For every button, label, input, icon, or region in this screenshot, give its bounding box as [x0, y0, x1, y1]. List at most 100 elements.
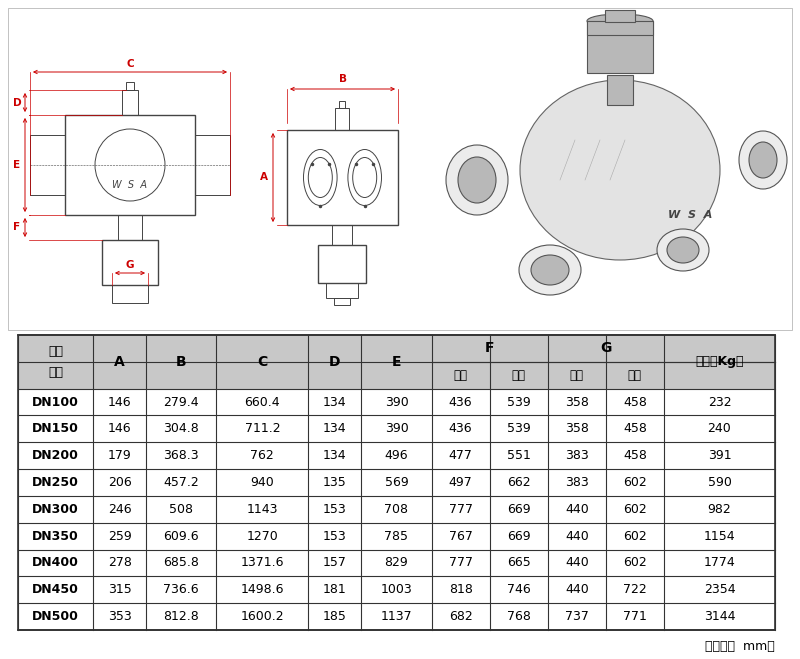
Ellipse shape: [458, 157, 496, 203]
Text: 440: 440: [565, 503, 589, 516]
Text: 232: 232: [708, 395, 731, 409]
Text: 767: 767: [449, 530, 473, 542]
Text: 383: 383: [565, 476, 589, 489]
Ellipse shape: [739, 131, 787, 189]
Text: 尺寸: 尺寸: [48, 366, 63, 379]
Text: 777: 777: [449, 503, 473, 516]
Ellipse shape: [657, 229, 709, 271]
Text: 1371.6: 1371.6: [241, 556, 284, 569]
Text: 179: 179: [108, 449, 131, 462]
Bar: [122, 90, 138, 115]
Text: B: B: [176, 355, 186, 369]
Text: 259: 259: [108, 530, 131, 542]
Text: 785: 785: [385, 530, 409, 542]
Text: 669: 669: [507, 530, 530, 542]
Text: 736.6: 736.6: [163, 583, 199, 596]
Text: 551: 551: [506, 449, 530, 462]
Text: （单位：  mm）: （单位： mm）: [706, 639, 775, 652]
Bar: [326, 283, 358, 298]
Text: 440: 440: [565, 583, 589, 596]
Text: 206: 206: [108, 476, 131, 489]
Bar: [65, 115, 195, 215]
Text: 569: 569: [385, 476, 408, 489]
Text: 669: 669: [507, 503, 530, 516]
Bar: [18, 335, 775, 630]
Text: DN300: DN300: [32, 503, 79, 516]
Bar: [102, 240, 158, 285]
Text: 497: 497: [449, 476, 473, 489]
Bar: [18, 335, 775, 630]
Text: 383: 383: [565, 449, 589, 462]
Text: 737: 737: [565, 610, 589, 623]
Text: 539: 539: [507, 422, 530, 436]
Text: 391: 391: [708, 449, 731, 462]
Text: 电动: 电动: [454, 369, 467, 382]
Text: A: A: [260, 173, 268, 183]
Text: 768: 768: [506, 610, 530, 623]
Text: 240: 240: [707, 422, 731, 436]
Text: 279.4: 279.4: [163, 395, 199, 409]
Text: 3144: 3144: [704, 610, 735, 623]
Text: 181: 181: [323, 583, 347, 596]
Text: 457.2: 457.2: [163, 476, 199, 489]
Bar: [587, 21, 653, 35]
Text: 665: 665: [507, 556, 530, 569]
Text: 440: 440: [565, 530, 589, 542]
Text: 539: 539: [507, 395, 530, 409]
Text: DN250: DN250: [32, 476, 79, 489]
Text: E: E: [392, 355, 402, 369]
Ellipse shape: [446, 145, 508, 215]
Text: 682: 682: [449, 610, 473, 623]
Text: C: C: [258, 355, 267, 369]
Text: 982: 982: [707, 503, 731, 516]
Bar: [318, 245, 366, 283]
Text: 1498.6: 1498.6: [241, 583, 284, 596]
Text: 812.8: 812.8: [163, 610, 199, 623]
Text: DN200: DN200: [32, 449, 79, 462]
Bar: [605, 10, 635, 22]
Text: 602: 602: [623, 530, 646, 542]
Text: 711.2: 711.2: [245, 422, 280, 436]
Text: 146: 146: [108, 422, 131, 436]
Bar: [607, 75, 633, 105]
Text: 818: 818: [449, 583, 473, 596]
Text: 153: 153: [323, 530, 347, 542]
Bar: [118, 215, 142, 240]
Text: 157: 157: [323, 556, 347, 569]
Text: 777: 777: [449, 556, 473, 569]
Text: 134: 134: [323, 449, 346, 462]
Text: 1600.2: 1600.2: [241, 610, 284, 623]
Text: 508: 508: [169, 503, 193, 516]
Text: W  S  A: W S A: [113, 180, 147, 190]
Text: 气动: 气动: [512, 369, 526, 382]
Text: F: F: [485, 341, 494, 355]
Text: 135: 135: [323, 476, 347, 489]
Text: 246: 246: [108, 503, 131, 516]
Text: 134: 134: [323, 422, 346, 436]
Text: 940: 940: [250, 476, 274, 489]
Text: 602: 602: [623, 476, 646, 489]
Text: 1270: 1270: [246, 530, 278, 542]
Text: 153: 153: [323, 503, 347, 516]
Text: 1137: 1137: [381, 610, 412, 623]
Text: 390: 390: [385, 395, 408, 409]
Text: 746: 746: [507, 583, 530, 596]
Text: D: D: [330, 355, 341, 369]
Bar: [287, 130, 398, 225]
Text: 590: 590: [707, 476, 731, 489]
Text: 771: 771: [623, 610, 647, 623]
Text: D: D: [13, 98, 22, 107]
Ellipse shape: [667, 237, 699, 263]
Ellipse shape: [519, 245, 581, 295]
Text: F: F: [14, 223, 21, 233]
Text: DN500: DN500: [32, 610, 79, 623]
Text: 重量（Kg）: 重量（Kg）: [695, 355, 744, 368]
Bar: [30, 135, 65, 195]
Text: 609.6: 609.6: [163, 530, 199, 542]
Text: DN150: DN150: [32, 422, 79, 436]
Bar: [332, 225, 352, 245]
Text: 602: 602: [623, 503, 646, 516]
Text: 电动: 电动: [570, 369, 584, 382]
Ellipse shape: [749, 142, 777, 178]
Text: 477: 477: [449, 449, 473, 462]
